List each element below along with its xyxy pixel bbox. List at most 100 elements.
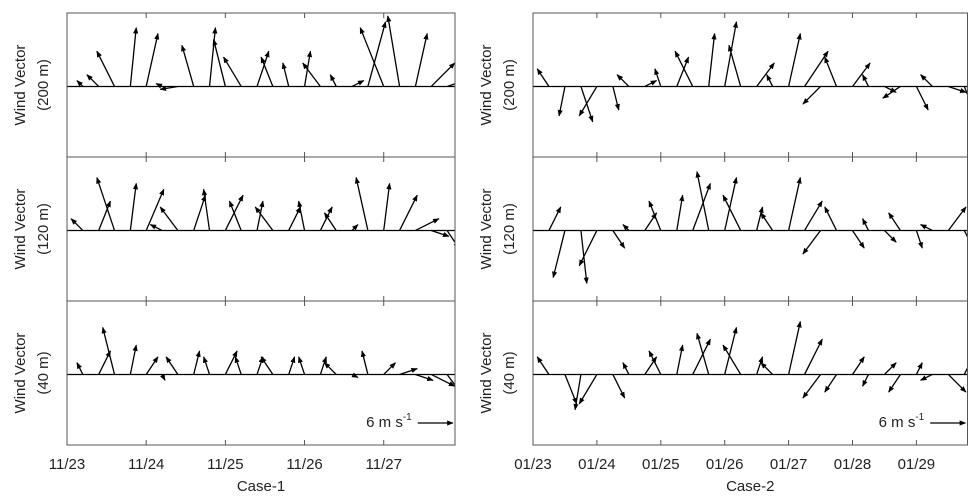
x-tick-label: 01/27 [770, 456, 808, 473]
wind-vector [254, 206, 274, 231]
wind-vector [145, 356, 159, 375]
vectors [67, 176, 455, 249]
wind-vector [787, 32, 802, 87]
wind-vector [208, 27, 218, 87]
wind-vector [324, 362, 337, 375]
wind-vector [622, 362, 630, 375]
wind-vector [573, 374, 582, 411]
wind-vector [676, 56, 690, 87]
wind-vector [802, 230, 822, 255]
x-tick-label: 01/29 [898, 456, 936, 473]
x-axis-label: Case-2 [726, 478, 774, 495]
wind-vector [644, 80, 658, 88]
wind-vector [96, 176, 116, 231]
wind-vector [256, 356, 264, 375]
wind-vector [692, 182, 711, 231]
wind-vector [536, 68, 550, 87]
wind-vector [260, 56, 274, 87]
wind-vector [724, 176, 738, 231]
scale-label: 6 m s-1 [879, 412, 925, 431]
wind-vector [548, 206, 562, 231]
wind-vector [399, 367, 418, 376]
panel-frame [532, 12, 968, 158]
wind-vector [578, 230, 598, 267]
wind-vector [612, 374, 626, 399]
wind-vector [851, 230, 865, 249]
scale-label: 6 m s-1 [366, 412, 412, 431]
wind-vector [129, 182, 139, 231]
wind-vector [883, 362, 897, 375]
y-axis-label-sub: (40 m) [35, 351, 52, 394]
vectors [67, 15, 455, 92]
wind-vector [622, 224, 630, 231]
wind-vector [145, 188, 165, 231]
wind-vector [160, 373, 166, 381]
wind-vector [76, 362, 84, 375]
y-axis-label: Wind Vector [478, 189, 495, 270]
panel-frame [66, 12, 456, 158]
wind-vector [920, 74, 933, 87]
wind-vector [319, 206, 333, 231]
y-axis-label: Wind Vector [12, 45, 29, 126]
wind-vector [724, 326, 738, 375]
wind-vector [722, 194, 742, 231]
wind-vector [862, 374, 870, 387]
wind-vector [149, 224, 163, 232]
y-axis-label-sub: (200 m) [501, 59, 518, 111]
wind-vector [98, 200, 112, 231]
wind-vector [824, 206, 838, 231]
x-tick-label: 01/25 [642, 456, 680, 473]
x-tick-label: 01/24 [578, 456, 616, 473]
wind-vector [947, 206, 967, 231]
wind-vector [319, 356, 327, 375]
y-axis-label: Wind Vector [12, 189, 29, 270]
wind-vector [728, 44, 742, 87]
wind-vector [756, 62, 775, 87]
wind-vector [722, 344, 742, 375]
scale-label-exponent: -1 [915, 412, 924, 423]
wind-vector [564, 374, 578, 405]
wind-vector [804, 200, 823, 231]
wind-vector [915, 362, 923, 375]
wind-vector [578, 374, 598, 405]
wind-vector [802, 86, 821, 105]
scale-label-exponent: -1 [403, 412, 412, 423]
wind-vector [329, 74, 337, 87]
wind-vector [787, 320, 802, 375]
x-axis-label: Case-1 [237, 478, 285, 495]
wind-vector [616, 74, 630, 87]
x-tick-label: 01/23 [514, 456, 552, 473]
x-tick-label: 01/28 [834, 456, 872, 473]
wind-vector [644, 356, 658, 375]
wind-vector [351, 80, 365, 88]
wind-vector [430, 62, 455, 87]
wind-vector [201, 188, 211, 231]
wind-vector [96, 50, 116, 87]
wind-vector [920, 373, 933, 381]
wind-vector [724, 21, 738, 87]
wind-vector [398, 194, 418, 231]
vectors [533, 171, 968, 285]
wind-vector [323, 212, 337, 231]
wind-vector [281, 62, 290, 87]
wind-vector [760, 362, 774, 375]
wind-vector [288, 206, 302, 231]
wind-vector [696, 332, 710, 375]
wind-vector [76, 80, 84, 87]
y-axis-label: Wind Vector [478, 333, 495, 414]
panel-frame [66, 300, 456, 446]
x-tick-label: 11/24 [128, 456, 164, 473]
wind-vector [256, 200, 265, 231]
wind-vector [129, 27, 139, 87]
x-tick-label: 11/26 [286, 456, 322, 473]
wind-vector [288, 356, 296, 375]
wind-vector [86, 74, 100, 87]
scale-label-text: 6 m s [366, 414, 403, 431]
wind-vector [351, 224, 359, 231]
wind-vector [383, 182, 392, 231]
wind-vector [193, 194, 207, 231]
wind-vector [676, 194, 685, 231]
wind-vector [884, 85, 897, 93]
wind-vector [354, 176, 369, 231]
